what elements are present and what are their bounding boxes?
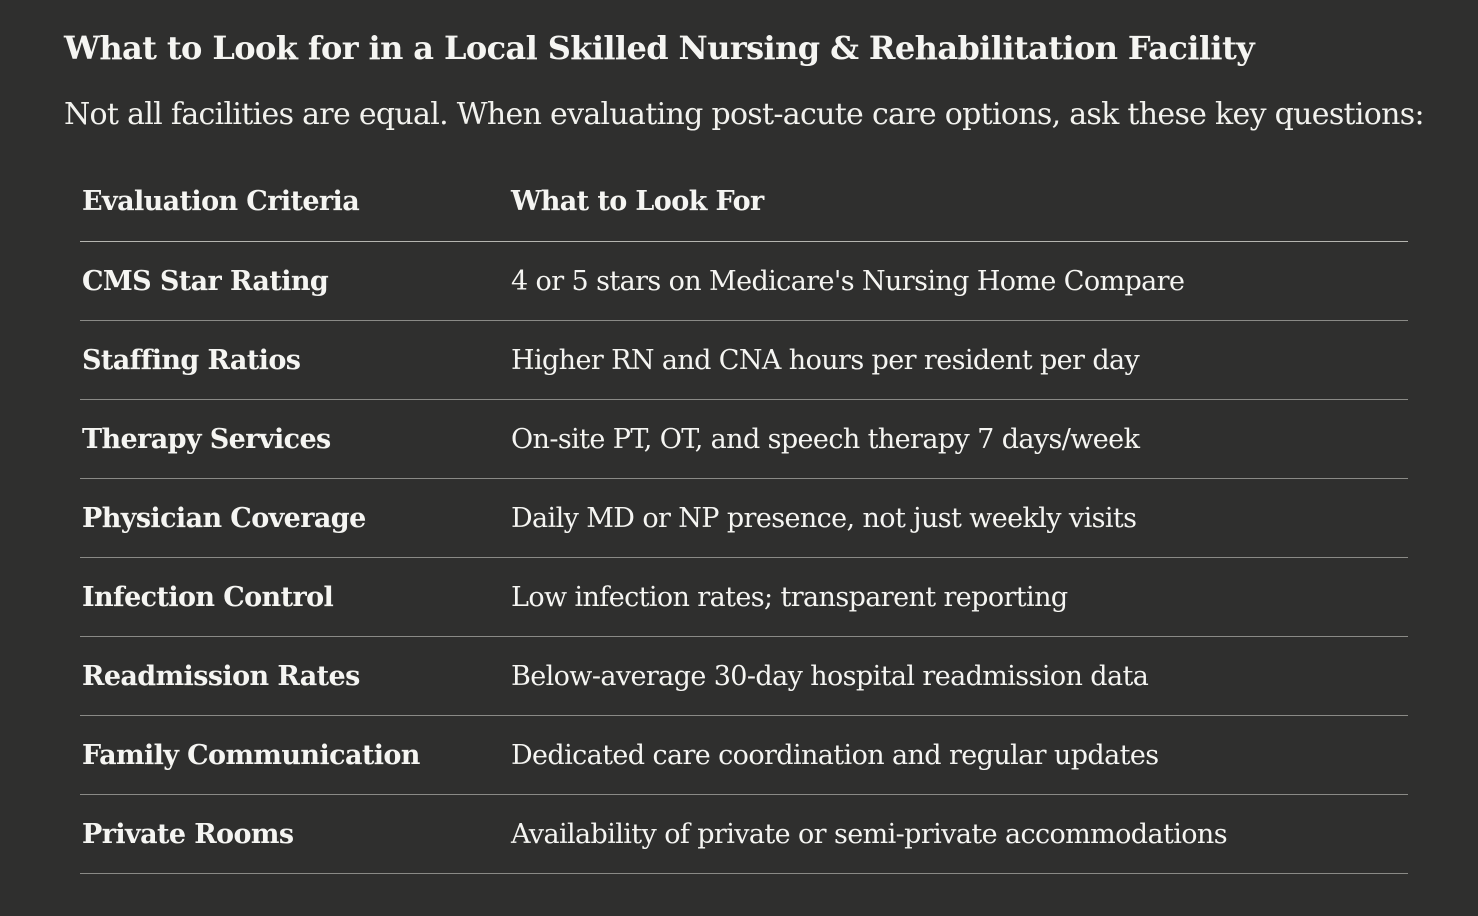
table-row: Readmission Rates Below-average 30-day h… — [80, 637, 1408, 716]
guidance-cell: Below-average 30-day hospital readmissio… — [511, 660, 1149, 692]
criteria-cell: CMS Star Rating — [82, 265, 329, 297]
criteria-cell: Physician Coverage — [82, 502, 366, 534]
table-row: CMS Star Rating 4 or 5 stars on Medicare… — [80, 242, 1408, 321]
criteria-cell: Readmission Rates — [82, 660, 360, 692]
table-row: Family Communication Dedicated care coor… — [80, 716, 1408, 795]
criteria-cell: Therapy Services — [82, 423, 331, 455]
guidance-cell: On-site PT, OT, and speech therapy 7 day… — [511, 423, 1140, 455]
guidance-cell: 4 or 5 stars on Medicare's Nursing Home … — [511, 265, 1185, 297]
criteria-cell: Private Rooms — [82, 818, 294, 850]
column-header-what-to-look-for: What to Look For — [511, 186, 764, 217]
table-row: Physician Coverage Daily MD or NP presen… — [80, 479, 1408, 558]
guidance-cell: Low infection rates; transparent reporti… — [511, 581, 1068, 613]
criteria-cell: Staffing Ratios — [82, 344, 301, 376]
guidance-cell: Daily MD or NP presence, not just weekly… — [511, 502, 1137, 534]
guidance-cell: Higher RN and CNA hours per resident per… — [511, 344, 1140, 376]
table-row: Private Rooms Availability of private or… — [80, 795, 1408, 874]
criteria-cell: Family Communication — [82, 739, 420, 771]
column-header-criteria: Evaluation Criteria — [82, 186, 360, 217]
criteria-cell: Infection Control — [82, 581, 334, 613]
evaluation-table: Evaluation Criteria What to Look For CMS… — [80, 162, 1408, 874]
table-row: Therapy Services On-site PT, OT, and spe… — [80, 400, 1408, 479]
intro-text: Not all facilities are equal. When evalu… — [64, 97, 1425, 132]
table-row: Infection Control Low infection rates; t… — [80, 558, 1408, 637]
guidance-cell: Availability of private or semi-private … — [511, 818, 1228, 850]
table-row: Staffing Ratios Higher RN and CNA hours … — [80, 321, 1408, 400]
table-header-row: Evaluation Criteria What to Look For — [80, 162, 1408, 242]
guidance-cell: Dedicated care coordination and regular … — [511, 739, 1159, 771]
section-title: What to Look for in a Local Skilled Nurs… — [64, 29, 1255, 67]
